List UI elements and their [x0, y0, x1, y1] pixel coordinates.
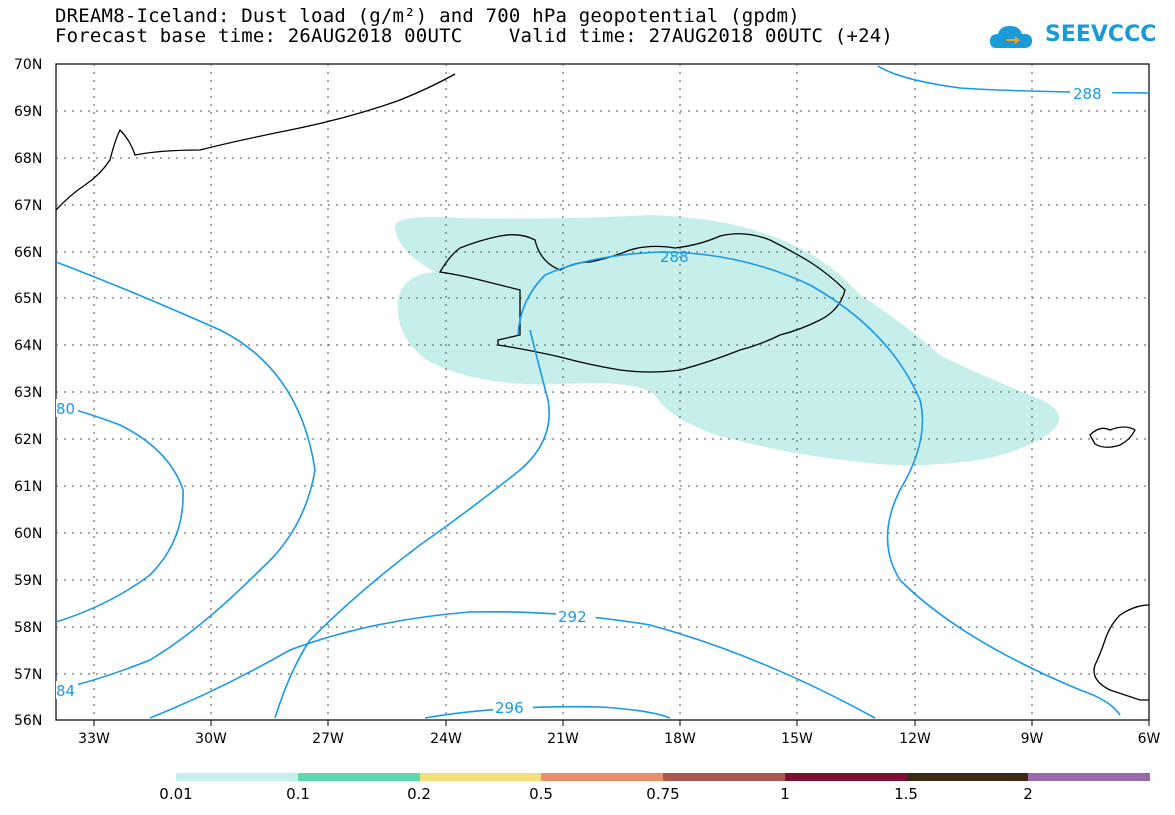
- lat-label: 62N: [14, 432, 42, 448]
- lat-label: 60N: [14, 526, 42, 542]
- colorbar-label: 1: [780, 785, 790, 803]
- colorbar: [176, 773, 1150, 781]
- lon-label: 6W: [1138, 731, 1161, 747]
- chart-subtitle: Forecast base time: 26AUG2018 00UTC Vali…: [55, 25, 894, 47]
- lon-label: 33W: [78, 731, 110, 747]
- colorbar-label: 0.1: [286, 785, 310, 803]
- colorbar-label: 0.75: [646, 785, 680, 803]
- lat-label: 67N: [14, 198, 42, 214]
- lat-label: 57N: [14, 667, 42, 683]
- lat-label: 58N: [14, 620, 42, 636]
- lon-label: 24W: [430, 731, 462, 747]
- contour-288-descent: [274, 329, 550, 719]
- lon-label: 27W: [312, 731, 344, 747]
- logo-text: SEEVCCC: [1045, 22, 1157, 47]
- colorbar-swatch: [1028, 773, 1150, 781]
- iceland-coast: [438, 233, 846, 373]
- contour-284: [55, 261, 316, 691]
- latitude-labels: 70N 69N 68N 67N 66N 65N 64N 63N 62N 61N …: [14, 57, 42, 729]
- lon-label: 30W: [195, 731, 227, 747]
- lat-label: 56N: [14, 713, 42, 729]
- colorbar-swatch: [297, 773, 420, 781]
- contour-labels: 288 288 80 292 296 84: [56, 84, 1112, 717]
- contour-label-280: 80: [56, 400, 75, 418]
- lat-label: 64N: [14, 338, 42, 354]
- colorbar-label: 0.5: [529, 785, 553, 803]
- lat-label: 70N: [14, 57, 42, 73]
- colorbar-swatch: [419, 773, 542, 781]
- colorbar-swatch: [906, 773, 1029, 781]
- geopotential-contours: [55, 65, 1150, 719]
- lat-label: 63N: [14, 385, 42, 401]
- colorbar-label: 1.5: [894, 785, 918, 803]
- cloud-logo-icon: [990, 26, 1032, 48]
- lon-label: 18W: [664, 731, 696, 747]
- scotland-coast: [1093, 604, 1150, 701]
- contour-296: [424, 705, 671, 719]
- contour-288-iceland: [517, 251, 1121, 716]
- dust-area-iceland: [395, 215, 1060, 466]
- coastlines: [55, 73, 1150, 701]
- contour-292: [149, 610, 876, 719]
- lon-label: 12W: [899, 731, 931, 747]
- colorbar-label: 0.2: [407, 785, 431, 803]
- lat-label: 66N: [14, 245, 42, 261]
- contour-label-292: 292: [558, 608, 587, 626]
- contour-label-288-iceland: 288: [660, 248, 689, 266]
- lat-label: 68N: [14, 151, 42, 167]
- faroe-coast: [1089, 426, 1136, 448]
- lat-label: 69N: [14, 104, 42, 120]
- colorbar-swatch: [784, 773, 907, 781]
- colorbar-swatch: [176, 773, 298, 781]
- lon-label: 15W: [781, 731, 813, 747]
- contour-280: [55, 404, 184, 623]
- contour-label-288-north: 288: [1073, 85, 1102, 103]
- colorbar-swatch: [663, 773, 785, 781]
- contour-label-296: 296: [495, 699, 524, 717]
- longitude-labels: 33W 30W 27W 24W 21W 18W 15W 12W 9W 6W: [78, 731, 1160, 747]
- lon-label: 21W: [547, 731, 579, 747]
- graticule: [56, 64, 1149, 720]
- lat-label: 61N: [14, 479, 42, 495]
- chart-title: DREAM8-Iceland: Dust load (g/m²) and 700…: [55, 5, 800, 27]
- axis-ticks: [93, 720, 1150, 726]
- colorbar-label: 2: [1023, 785, 1033, 803]
- lat-label: 65N: [14, 291, 42, 307]
- colorbar-swatch: [541, 773, 663, 781]
- contour-label-284: 84: [56, 682, 75, 700]
- colorbar-label: 0.01: [159, 785, 193, 803]
- dust-load-shading: [395, 215, 1060, 466]
- lat-label: 59N: [14, 573, 42, 589]
- lon-label: 9W: [1021, 731, 1044, 747]
- greenland-coast: [55, 73, 456, 211]
